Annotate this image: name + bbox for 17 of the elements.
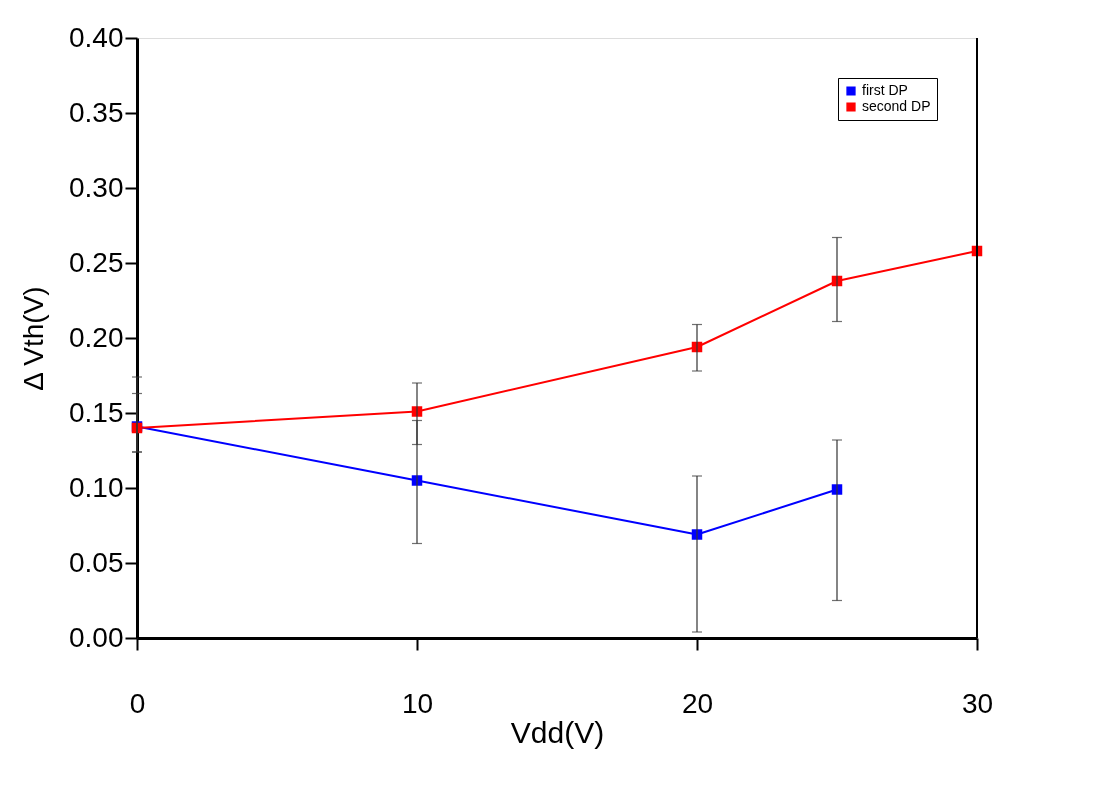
legend-label: first DP — [862, 82, 908, 98]
y-tick-label: 0.00 — [69, 621, 124, 653]
x-tick-label: 20 — [681, 687, 714, 719]
y-tick-label: 0.40 — [69, 21, 124, 53]
y-tick-label: 0.35 — [69, 96, 124, 128]
x-tick-label: 0 — [129, 687, 146, 719]
y-tick-label: 0.20 — [69, 321, 124, 353]
y-axis-title: Δ Vth(V) — [18, 286, 49, 391]
y-tick-label: 0.25 — [69, 246, 124, 278]
x-tick-label: 10 — [401, 687, 434, 719]
legend-label: second DP — [862, 98, 931, 114]
y-tick-label: 0.05 — [69, 546, 124, 578]
x-axis-title: Vdd(V) — [510, 715, 605, 749]
y-tick-label: 0.10 — [69, 471, 124, 503]
y-tick-label: 0.30 — [69, 171, 124, 203]
x-tick-label: 30 — [961, 687, 994, 719]
y-tick-label: 0.15 — [69, 396, 124, 428]
